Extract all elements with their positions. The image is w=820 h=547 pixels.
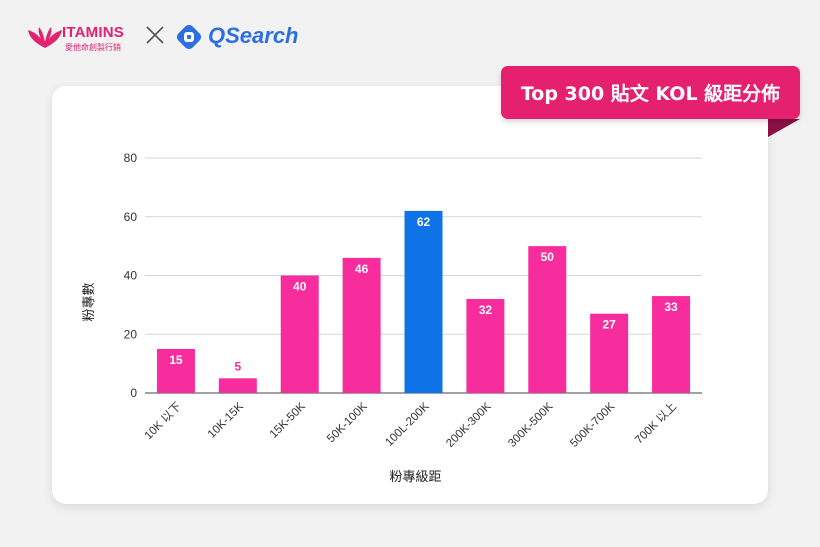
x-tick-label: 10K 以下 — [142, 400, 184, 442]
bar — [404, 210, 443, 393]
data-label: 40 — [293, 280, 307, 294]
bar — [528, 246, 567, 393]
x-tick-label: 15K-50K — [268, 400, 308, 440]
y-tick-label: 0 — [130, 386, 137, 400]
y-tick-label: 60 — [124, 210, 138, 224]
bar — [590, 313, 629, 393]
x-tick-label: 500K-700K — [568, 400, 617, 449]
cross-icon — [146, 26, 164, 44]
x-tick-label: 700K 以上 — [632, 400, 679, 447]
y-tick-label: 20 — [124, 327, 138, 341]
data-label: 50 — [541, 250, 555, 264]
bar — [466, 299, 505, 393]
wings-icon — [28, 27, 62, 48]
bar — [156, 348, 195, 393]
data-label: 5 — [234, 359, 241, 373]
x-tick-label: 300K-500K — [506, 400, 555, 449]
data-label: 27 — [602, 318, 616, 332]
data-label: 46 — [355, 262, 369, 276]
vitamins-subtitle: 愛他命創製行銷 — [65, 43, 121, 52]
data-label: 62 — [417, 215, 431, 229]
x-axis-title: 粉專級距 — [389, 470, 441, 485]
x-tick-label: 50K-100K — [325, 400, 370, 445]
data-label: 15 — [169, 353, 183, 367]
x-tick-label: 10K-15K — [206, 400, 246, 440]
data-label: 33 — [664, 300, 678, 314]
chart-title-badge: Top 300 貼文 KOL 級距分佈 — [501, 66, 800, 119]
bar — [342, 257, 381, 393]
qsearch-logo-icon — [176, 24, 202, 50]
y-axis-title: 粉專數 — [82, 282, 97, 321]
brand-header: ITAMINS 愛他命創製行銷 QSearch — [26, 20, 346, 54]
data-label: 32 — [479, 303, 493, 317]
y-tick-label: 40 — [124, 269, 138, 283]
badge-fold — [768, 119, 800, 137]
x-tick-label: 200K-300K — [444, 400, 493, 449]
vitamins-wordmark: ITAMINS — [62, 24, 124, 41]
x-tick-label: 100L-200K — [383, 400, 432, 449]
bar — [652, 296, 691, 393]
vitamins-logo: ITAMINS 愛他命創製行銷 — [26, 22, 136, 52]
y-tick-label: 80 — [124, 151, 138, 165]
bar — [280, 275, 319, 393]
bar — [218, 378, 257, 393]
qsearch-wordmark: QSearch — [208, 23, 299, 48]
